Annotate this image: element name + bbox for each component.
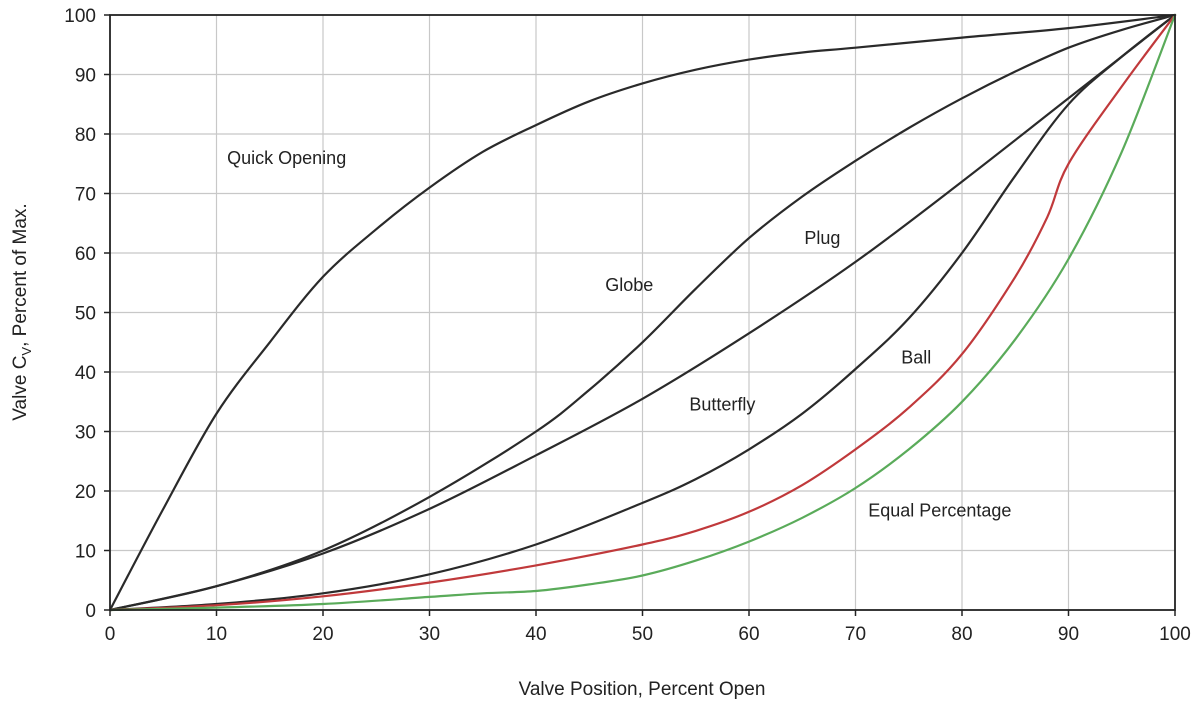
y-tick-label: 10 <box>75 542 96 563</box>
series-line-equal-percentage <box>108 13 1177 612</box>
y-tick-label: 100 <box>64 6 96 27</box>
curve-label-butterfly: Butterfly <box>689 395 755 415</box>
y-tick-label: 80 <box>75 125 96 146</box>
y-tick-label: 50 <box>75 304 96 325</box>
y-axis-title-rest: , Percent of Max. <box>10 203 31 347</box>
x-tick-label: 40 <box>525 624 546 645</box>
series-line-plug <box>108 13 1177 612</box>
y-tick-label: 40 <box>75 363 96 384</box>
series-lines <box>108 13 1177 612</box>
curve-label-plug: Plug <box>804 228 840 248</box>
curve-labels: Quick Opening Globe Plug Ball Butterfly Equal… <box>227 148 1011 521</box>
y-tick-label: 90 <box>75 66 96 87</box>
curve-label-globe: Globe <box>605 275 653 295</box>
x-tick-label: 30 <box>419 624 440 645</box>
y-axis-title-main: Valve C <box>10 356 31 421</box>
y-axis-ticks: 0 10 20 30 40 50 60 70 80 90 100 <box>64 6 110 622</box>
y-axis-title-subscript: V <box>19 347 34 356</box>
series-line-butterfly <box>108 13 1177 612</box>
curve-label-equal-percentage: Equal Percentage <box>868 501 1011 521</box>
x-tick-label: 20 <box>312 624 333 645</box>
series-line-quick-opening <box>108 13 1177 612</box>
x-tick-label: 0 <box>105 624 116 645</box>
series-line-globe <box>108 13 1177 612</box>
x-tick-label: 10 <box>206 624 227 645</box>
x-axis-ticks: 0 10 20 30 40 50 60 70 80 90 100 <box>105 610 1191 645</box>
x-tick-label: 90 <box>1058 624 1079 645</box>
x-axis-title: Valve Position, Percent Open <box>519 679 766 700</box>
series-line-ball <box>108 13 1177 612</box>
y-tick-label: 60 <box>75 244 96 265</box>
curve-label-quick-opening: Quick Opening <box>227 148 346 168</box>
x-tick-label: 80 <box>951 624 972 645</box>
y-tick-label: 0 <box>85 601 96 622</box>
y-tick-label: 30 <box>75 423 96 444</box>
y-tick-label: 70 <box>75 185 96 206</box>
y-tick-label: 20 <box>75 482 96 503</box>
x-tick-label: 70 <box>845 624 866 645</box>
grid <box>110 15 1175 610</box>
curve-label-ball: Ball <box>901 348 931 368</box>
x-tick-label: 100 <box>1159 624 1191 645</box>
x-tick-label: 60 <box>738 624 759 645</box>
x-tick-label: 50 <box>632 624 653 645</box>
y-axis-title: Valve CV, Percent of Max. <box>10 203 34 420</box>
